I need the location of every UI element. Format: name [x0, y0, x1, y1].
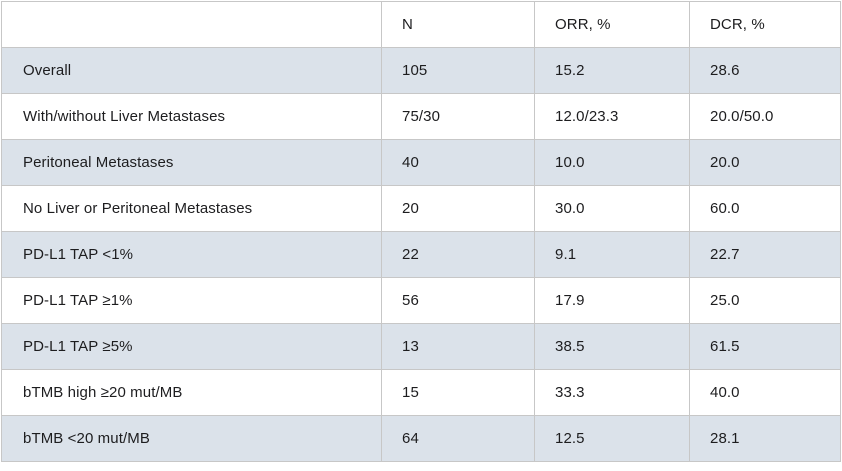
column-header-n: N [381, 1, 535, 48]
row-label: PD-L1 TAP ≥5% [1, 323, 382, 370]
cell-n: 56 [381, 277, 535, 324]
table-row: With/without Liver Metastases 75/30 12.0… [1, 93, 841, 140]
row-label: PD-L1 TAP <1% [1, 231, 382, 278]
cell-dcr: 22.7 [689, 231, 841, 278]
row-label: bTMB <20 mut/MB [1, 415, 382, 462]
table-row: No Liver or Peritoneal Metastases 20 30.… [1, 185, 841, 232]
cell-dcr: 28.6 [689, 47, 841, 94]
cell-n: 75/30 [381, 93, 535, 140]
results-table: N ORR, % DCR, % Overall 105 15.2 28.6 Wi… [1, 1, 841, 462]
column-header-dcr: DCR, % [689, 1, 841, 48]
cell-n: 40 [381, 139, 535, 186]
row-label: With/without Liver Metastases [1, 93, 382, 140]
table-row: PD-L1 TAP ≥5% 13 38.5 61.5 [1, 323, 841, 370]
table-row: bTMB high ≥20 mut/MB 15 33.3 40.0 [1, 369, 841, 416]
cell-dcr: 61.5 [689, 323, 841, 370]
cell-dcr: 28.1 [689, 415, 841, 462]
table-row: Overall 105 15.2 28.6 [1, 47, 841, 94]
row-label: PD-L1 TAP ≥1% [1, 277, 382, 324]
cell-dcr: 20.0 [689, 139, 841, 186]
cell-orr: 38.5 [534, 323, 690, 370]
cell-orr: 17.9 [534, 277, 690, 324]
cell-n: 15 [381, 369, 535, 416]
header-row: N ORR, % DCR, % [1, 1, 841, 48]
cell-dcr: 60.0 [689, 185, 841, 232]
row-label: Overall [1, 47, 382, 94]
cell-dcr: 40.0 [689, 369, 841, 416]
cell-n: 105 [381, 47, 535, 94]
cell-orr: 10.0 [534, 139, 690, 186]
row-label: bTMB high ≥20 mut/MB [1, 369, 382, 416]
cell-orr: 33.3 [534, 369, 690, 416]
row-label: Peritoneal Metastases [1, 139, 382, 186]
cell-n: 64 [381, 415, 535, 462]
column-header-category [1, 1, 382, 48]
cell-dcr: 20.0/50.0 [689, 93, 841, 140]
cell-orr: 12.5 [534, 415, 690, 462]
cell-dcr: 25.0 [689, 277, 841, 324]
cell-n: 22 [381, 231, 535, 278]
cell-orr: 9.1 [534, 231, 690, 278]
table-row: PD-L1 TAP ≥1% 56 17.9 25.0 [1, 277, 841, 324]
table-row: bTMB <20 mut/MB 64 12.5 28.1 [1, 415, 841, 462]
column-header-orr: ORR, % [534, 1, 690, 48]
table-row: PD-L1 TAP <1% 22 9.1 22.7 [1, 231, 841, 278]
row-label: No Liver or Peritoneal Metastases [1, 185, 382, 232]
cell-orr: 15.2 [534, 47, 690, 94]
cell-orr: 12.0/23.3 [534, 93, 690, 140]
table-row: Peritoneal Metastases 40 10.0 20.0 [1, 139, 841, 186]
cell-n: 20 [381, 185, 535, 232]
cell-n: 13 [381, 323, 535, 370]
cell-orr: 30.0 [534, 185, 690, 232]
